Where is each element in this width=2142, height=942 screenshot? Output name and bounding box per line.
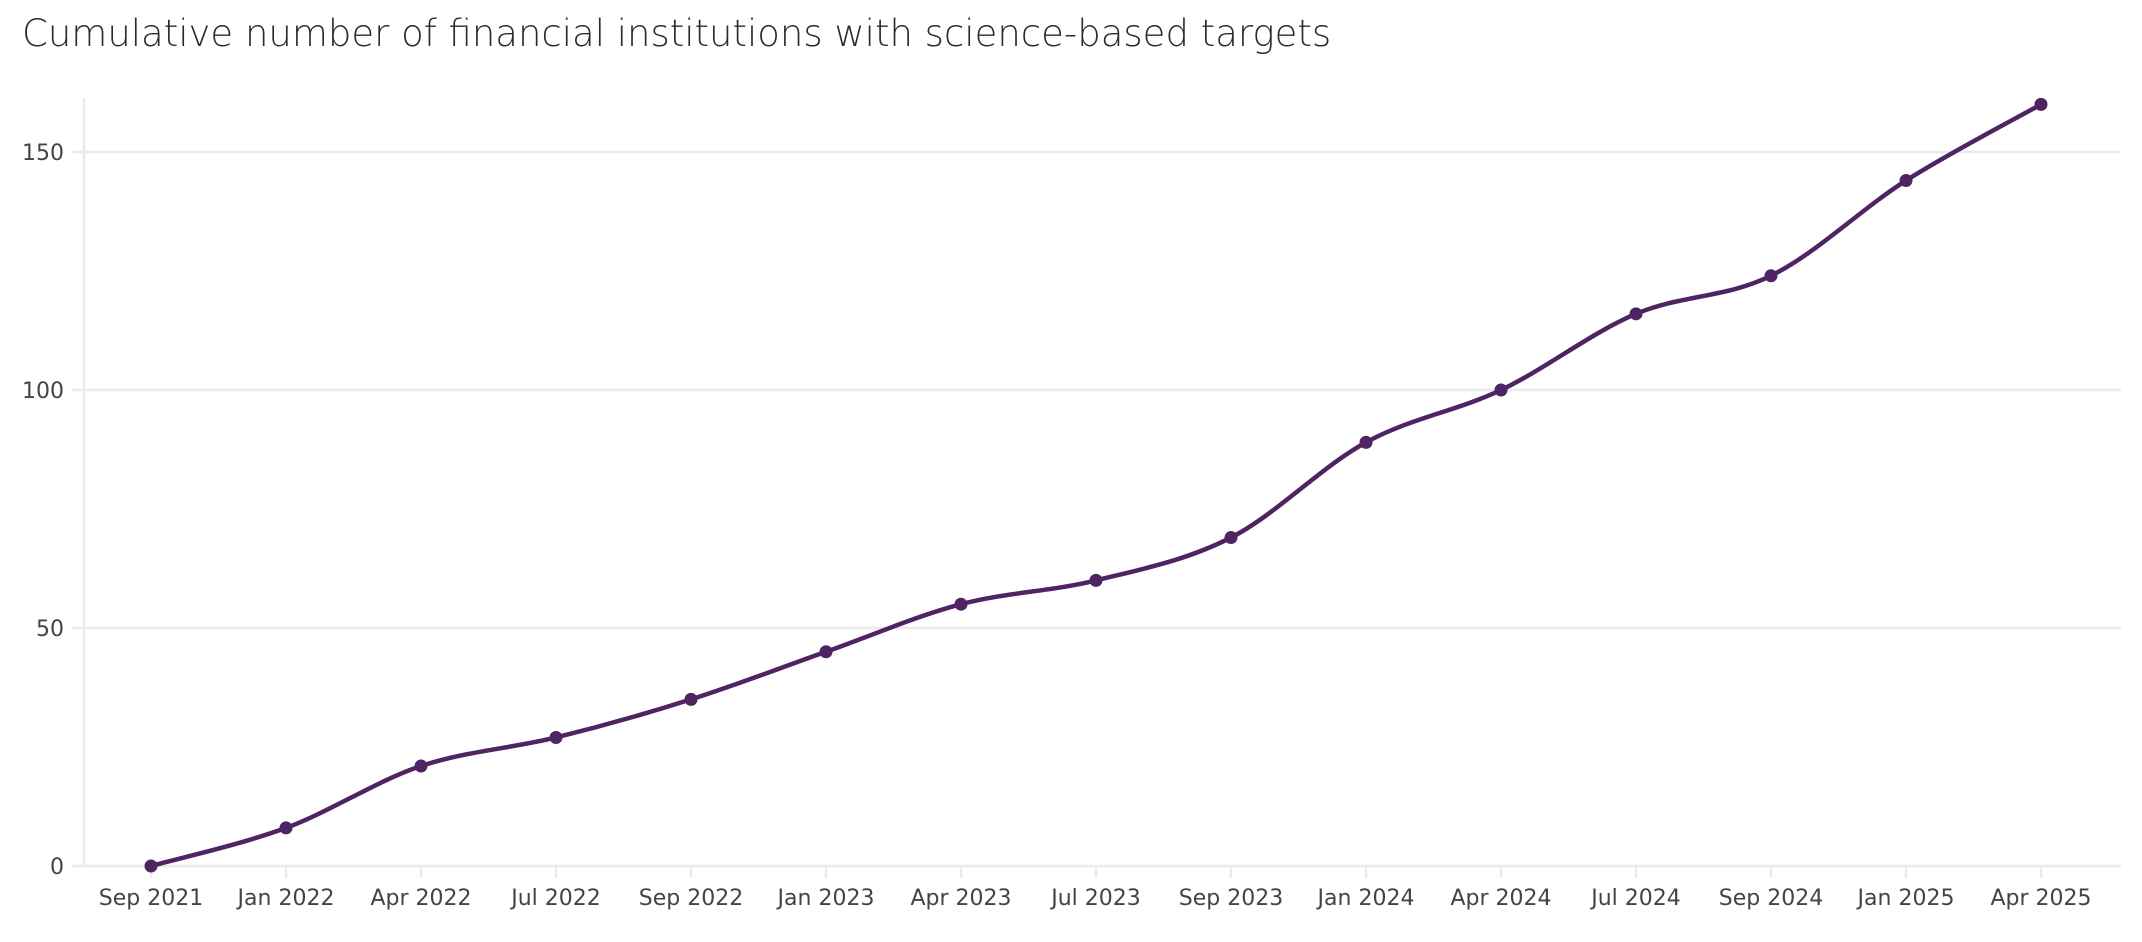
data-point — [684, 692, 698, 706]
y-tick-label: 150 — [22, 141, 64, 166]
data-point — [279, 821, 293, 835]
data-point — [549, 730, 563, 744]
x-tick-label: Jul 2022 — [509, 886, 601, 911]
data-point — [819, 645, 833, 659]
x-tick-label: Apr 2023 — [910, 886, 1011, 911]
data-point — [2034, 97, 2048, 111]
x-tick-label: Apr 2024 — [1450, 886, 1551, 911]
x-tick-label: Jul 2024 — [1589, 886, 1681, 911]
data-point — [1764, 269, 1778, 283]
x-tick-label: Jan 2023 — [776, 886, 875, 911]
x-tick-label: Sep 2023 — [1179, 886, 1283, 911]
data-point — [1089, 573, 1103, 587]
series-line — [150, 102, 2043, 869]
x-tick-label: Apr 2025 — [1990, 886, 2091, 911]
x-tick-label: Jan 2022 — [236, 886, 335, 911]
data-point — [1629, 307, 1643, 321]
x-tick-label: Apr 2022 — [370, 886, 471, 911]
data-point — [144, 859, 158, 873]
x-tick-label: Jan 2025 — [1856, 886, 1955, 911]
x-tick-label: Sep 2024 — [1719, 886, 1823, 911]
x-tick-label: Sep 2021 — [99, 886, 203, 911]
data-point — [1224, 531, 1238, 545]
y-tick-label: 50 — [36, 617, 64, 642]
x-tick-label: Jan 2024 — [1316, 886, 1415, 911]
data-point — [1899, 174, 1913, 188]
x-tick-label: Sep 2022 — [639, 886, 743, 911]
data-point — [954, 597, 968, 611]
data-point — [1359, 435, 1373, 449]
y-tick-label: 100 — [22, 379, 64, 404]
chart-title: Cumulative number of financial instituti… — [22, 12, 1332, 55]
y-tick-label: 0 — [50, 855, 64, 880]
data-point — [1494, 383, 1508, 397]
data-point — [414, 759, 428, 773]
x-tick-label: Jul 2023 — [1049, 886, 1141, 911]
